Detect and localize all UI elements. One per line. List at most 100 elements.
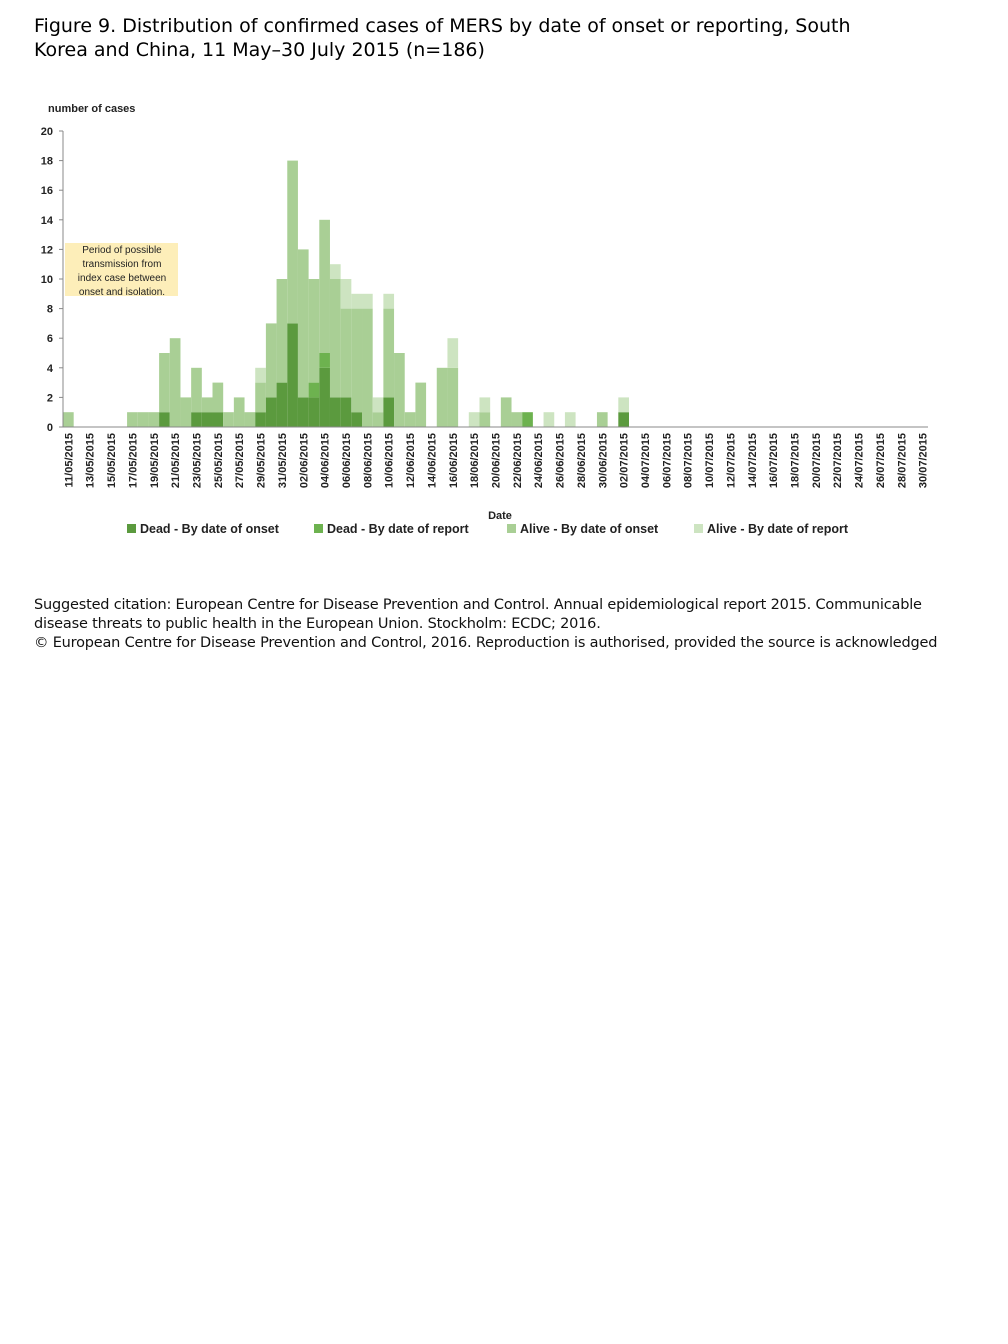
bar-segment [618,412,629,427]
bar-segment [223,412,234,427]
x-tick-label: 14/06/2015 [426,433,438,488]
legend-label: Alive - By date of onset [520,522,659,536]
x-tick-label: 02/06/2015 [298,433,310,488]
bar-segment [596,412,608,427]
legend-label: Dead - By date of report [327,522,470,536]
bar-segment [351,308,363,413]
bar-segment [308,397,320,427]
bar-segment [287,160,298,324]
legend-label: Dead - By date of onset [140,522,280,536]
annotation-text: transmission from [83,259,162,270]
y-tick-label: 18 [41,156,53,168]
x-tick-label: 06/06/2015 [341,433,353,488]
bar-segment [319,353,330,368]
x-tick-label: 19/05/2015 [149,433,161,488]
bar-segment [618,397,629,413]
bar-segment [63,412,74,427]
bar-segment [468,412,480,427]
x-tick-label: 16/06/2015 [448,433,460,488]
x-tick-label: 17/05/2015 [127,433,139,488]
bar-segment [287,323,298,427]
x-tick-label: 18/06/2015 [469,433,481,488]
bar-segment [340,308,352,398]
bar-segment [137,412,149,427]
bar-segment [340,397,352,427]
annotation-text: Period of possible [82,245,162,256]
y-tick-label: 4 [47,363,54,375]
bar-segment [191,367,202,413]
x-tick-label: 30/07/2015 [918,433,930,488]
bar-segment [159,353,170,413]
y-tick-label: 20 [41,126,53,138]
bar-segment [362,308,373,427]
annotation-text: onset and isolation. [79,287,165,298]
annotation-box [65,243,178,296]
x-tick-label: 16/07/2015 [768,433,780,488]
bar-segment [351,412,363,427]
x-tick-label: 11/05/2015 [63,433,75,487]
bar-segment [511,412,523,427]
bar-segment [329,279,341,398]
bar-segment [201,412,213,427]
y-tick-label: 0 [47,422,53,434]
x-tick-label: 22/07/2015 [832,433,844,488]
bar-segment [362,293,373,309]
x-tick-label: 30/06/2015 [597,433,609,488]
bar-segment [255,367,266,383]
x-tick-label: 08/07/2015 [683,433,695,488]
bar-segment [329,264,341,279]
x-axis-title: Date [488,510,512,522]
legend-swatch [694,524,703,533]
bar-segment [564,412,576,427]
citation: Suggested citation: European Centre for … [34,596,937,653]
x-tick-label: 02/07/2015 [619,433,631,488]
bar-segment [383,293,395,309]
bar-segment [212,412,224,427]
y-tick-label: 10 [41,274,53,286]
y-tick-label: 2 [47,392,53,404]
bar-segment [415,382,427,427]
bar-segment [297,249,309,398]
bar-segment [351,293,363,309]
bar-segment [308,382,320,398]
bar-segment [148,412,160,427]
y-tick-label: 16 [41,185,53,197]
x-tick-label: 21/05/2015 [170,433,182,488]
chart-title: Figure 9. Distribution of confirmed case… [34,15,851,61]
bar-segment [255,412,266,427]
x-tick-label: 22/06/2015 [512,433,524,488]
bar-segment [169,338,181,427]
x-tick-label: 12/07/2015 [725,433,737,488]
y-tick-label: 12 [41,244,53,256]
bar-segment [265,323,277,398]
x-tick-label: 10/07/2015 [704,433,716,488]
bar-segment [159,412,170,427]
bar-segment [319,219,330,353]
bar-segment [319,367,330,427]
x-tick-label: 12/06/2015 [405,433,417,488]
bar-segment [447,367,459,427]
x-tick-label: 15/05/2015 [106,433,118,488]
y-tick-label: 6 [47,333,53,345]
legend-swatch [507,524,516,533]
x-tick-label: 31/05/2015 [277,433,289,488]
bar-segment [265,397,277,427]
bar-segment [212,382,224,413]
x-tick-label: 25/05/2015 [213,433,225,488]
bar-segment [436,367,448,427]
bar-segment [297,397,309,427]
x-tick-label: 14/07/2015 [747,433,759,488]
x-tick-label: 26/07/2015 [875,433,887,488]
bar-segment [372,397,384,413]
bar-segment [500,397,512,427]
x-tick-label: 04/07/2015 [640,433,652,488]
x-tick-label: 24/07/2015 [854,433,866,488]
legend-swatch [127,524,136,533]
legend-swatch [314,524,323,533]
x-tick-label: 28/07/2015 [896,433,908,488]
citation-line: disease threats to public health in the … [34,616,601,632]
bar-segment [201,397,213,413]
bar-segment [276,382,288,427]
bar-segment [479,397,491,413]
